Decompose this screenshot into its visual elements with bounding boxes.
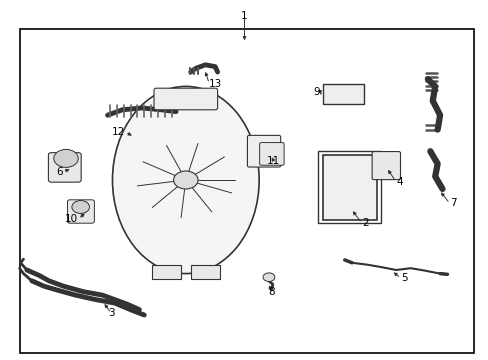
Text: 6: 6: [56, 167, 62, 177]
Circle shape: [263, 273, 274, 282]
Text: 13: 13: [209, 78, 222, 89]
FancyBboxPatch shape: [259, 143, 284, 165]
Text: 11: 11: [266, 156, 280, 166]
FancyBboxPatch shape: [67, 200, 94, 223]
Text: 4: 4: [395, 177, 402, 187]
FancyBboxPatch shape: [154, 88, 217, 110]
Text: 9: 9: [313, 87, 320, 97]
Text: 1: 1: [241, 11, 247, 21]
Bar: [190, 265, 220, 279]
Bar: [317, 151, 381, 223]
FancyBboxPatch shape: [48, 153, 81, 182]
Ellipse shape: [112, 86, 259, 274]
Circle shape: [173, 171, 198, 189]
Circle shape: [54, 149, 78, 167]
Bar: [151, 265, 181, 279]
Text: 3: 3: [108, 308, 115, 318]
FancyBboxPatch shape: [247, 135, 280, 167]
Text: 5: 5: [400, 273, 407, 283]
Text: 2: 2: [361, 218, 368, 228]
Text: 12: 12: [112, 127, 125, 137]
Circle shape: [72, 201, 89, 213]
Text: 8: 8: [268, 287, 275, 297]
Text: 10: 10: [65, 214, 78, 224]
Bar: [322, 84, 364, 104]
Bar: [322, 155, 376, 220]
FancyBboxPatch shape: [371, 152, 400, 180]
Text: 7: 7: [449, 198, 456, 208]
